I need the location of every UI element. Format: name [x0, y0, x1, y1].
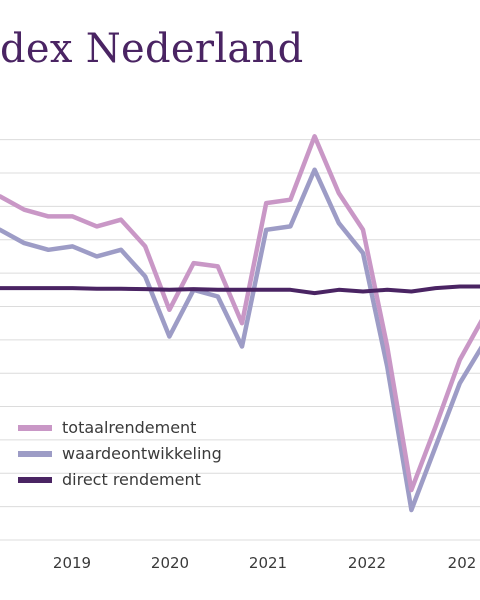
- series-line-direct-rendement: [0, 284, 480, 296]
- series-line-totaalrendement: [0, 134, 480, 493]
- x-tick-label: 2019: [53, 554, 91, 572]
- x-axis: 2019 2020 2021 2022 202: [53, 554, 476, 572]
- x-tick-label: 202: [448, 554, 477, 572]
- legend-label: waardeontwikkeling: [62, 444, 222, 463]
- chart-title: dex Nederland: [0, 26, 304, 72]
- series-layer: [0, 134, 480, 513]
- grid-layer: [0, 139, 480, 541]
- x-tick-label: 2022: [348, 554, 386, 572]
- x-tick-label: 2020: [151, 554, 189, 572]
- legend-label: direct rendement: [62, 470, 201, 489]
- x-tick-label: 2021: [249, 554, 287, 572]
- legend: totaalrendement waardeontwikkeling direct …: [18, 418, 222, 489]
- legend-label: totaalrendement: [62, 418, 196, 437]
